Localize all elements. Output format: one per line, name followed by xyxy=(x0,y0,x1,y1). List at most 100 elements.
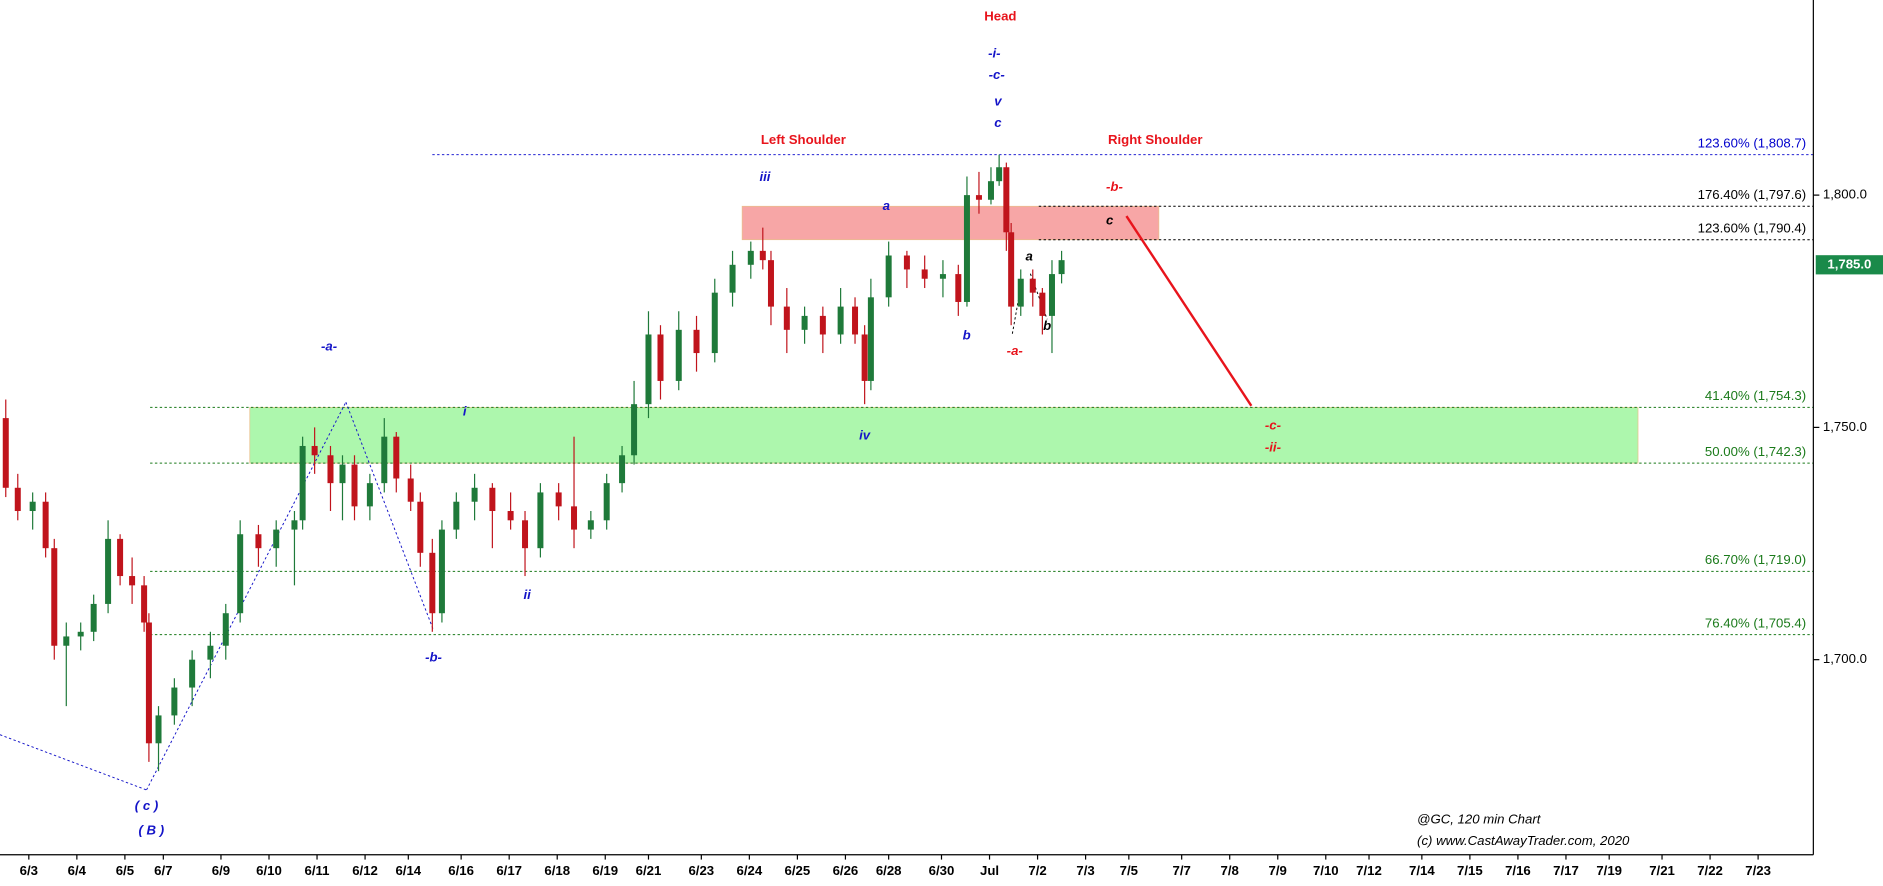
annotation: Right Shoulder xyxy=(1108,132,1203,147)
candle-body xyxy=(429,552,436,614)
level-label: 41.40% (1,754.3) xyxy=(1705,388,1806,403)
y-tick-label: 1,700.0 xyxy=(1823,651,1867,666)
candle-body xyxy=(1008,232,1015,307)
candle-body xyxy=(603,483,610,521)
annotation: -c- xyxy=(989,67,1006,82)
candle-body xyxy=(171,687,178,716)
candle-body xyxy=(861,334,868,381)
annotation: -a- xyxy=(1007,343,1024,358)
zone xyxy=(249,407,1639,464)
y-tick-label: 1,750.0 xyxy=(1823,419,1867,434)
candle-body xyxy=(555,492,562,507)
x-tick-label: 6/9 xyxy=(212,863,230,878)
candle-body xyxy=(141,585,148,623)
candle-body xyxy=(189,659,196,688)
footer-text: @GC, 120 min Chart xyxy=(1417,811,1542,826)
level-label: 66.70% (1,719.0) xyxy=(1705,552,1806,567)
candle-body xyxy=(619,455,626,484)
level-label: 76.40% (1,705.4) xyxy=(1705,615,1806,630)
x-tick-label: 6/12 xyxy=(352,863,378,878)
candle-body xyxy=(631,404,638,456)
candle-body xyxy=(237,534,244,614)
candle-body xyxy=(867,297,874,381)
candle-body xyxy=(351,464,358,507)
annotation: iii xyxy=(759,169,770,184)
annotation: -b- xyxy=(1106,179,1123,194)
x-tick-label: 7/19 xyxy=(1596,863,1622,878)
candle-body xyxy=(711,292,718,354)
candle-body xyxy=(693,329,700,354)
candle-body xyxy=(729,264,736,293)
candle-body xyxy=(767,260,774,307)
annotation: -b- xyxy=(425,649,442,664)
annotation: iv xyxy=(859,427,871,442)
candle-body xyxy=(645,334,652,405)
x-tick-label: 6/16 xyxy=(448,863,474,878)
candle-body xyxy=(393,436,400,479)
x-tick-label: 7/8 xyxy=(1221,863,1239,878)
x-tick-label: 6/18 xyxy=(544,863,570,878)
candle-body xyxy=(453,501,460,530)
annotation: b xyxy=(1043,318,1051,333)
x-tick-label: 6/17 xyxy=(496,863,522,878)
candle-body xyxy=(366,483,373,507)
last-price-box xyxy=(1815,255,1883,275)
candle-body xyxy=(438,529,445,614)
wave-line xyxy=(146,401,347,791)
x-tick-label: 7/7 xyxy=(1173,863,1191,878)
candle-body xyxy=(255,534,262,549)
candle-body xyxy=(987,181,994,200)
x-tick-label: 7/23 xyxy=(1745,863,1771,878)
candle-body xyxy=(939,274,946,279)
x-tick-label: 6/21 xyxy=(636,863,662,878)
x-tick-label: 6/26 xyxy=(833,863,859,878)
x-tick-label: 6/11 xyxy=(305,863,330,878)
annotation: -ii- xyxy=(1265,439,1282,454)
annotation: -c- xyxy=(1265,418,1282,433)
y-tick-label: 1,800.0 xyxy=(1823,187,1867,202)
annotation: v xyxy=(994,94,1002,109)
x-tick-label: 7/14 xyxy=(1409,863,1435,878)
zone xyxy=(741,205,1160,241)
candle-body xyxy=(291,520,298,530)
annotation: c xyxy=(1106,212,1114,227)
candle-body xyxy=(885,255,892,298)
x-tick-label: 6/24 xyxy=(737,863,763,878)
projection-line xyxy=(1125,215,1253,407)
candle-body xyxy=(63,636,70,646)
annotation: Left Shoulder xyxy=(761,132,846,147)
candle-body xyxy=(955,274,962,302)
candle-body xyxy=(819,315,826,335)
level-label: 123.60% (1,808.7) xyxy=(1698,135,1807,150)
x-tick-label: 7/3 xyxy=(1076,863,1094,878)
candle-body xyxy=(1039,292,1046,316)
candle-body xyxy=(51,548,58,646)
candle-body xyxy=(759,250,766,261)
candle-body xyxy=(129,576,136,586)
annotation: ( c ) xyxy=(135,798,158,813)
x-tick-label: 7/15 xyxy=(1457,863,1483,878)
candle-body xyxy=(471,487,478,502)
x-tick-label: 6/30 xyxy=(929,863,955,878)
candle-body xyxy=(207,645,214,660)
candle-body xyxy=(522,520,529,549)
candle-body xyxy=(1003,167,1010,233)
x-tick-label: 7/21 xyxy=(1649,863,1675,878)
candle-body xyxy=(155,715,162,744)
x-tick-label: 6/4 xyxy=(68,863,87,878)
x-tick-label: 7/2 xyxy=(1028,863,1046,878)
x-tick-label: 6/3 xyxy=(20,863,38,878)
annotation: ii xyxy=(524,587,532,602)
candle-body xyxy=(801,315,808,330)
x-tick-label: 6/14 xyxy=(395,863,421,878)
x-tick-label: 7/5 xyxy=(1120,863,1138,878)
x-tick-label: 7/12 xyxy=(1356,863,1382,878)
candle-body xyxy=(311,445,318,456)
annotation: -i- xyxy=(988,46,1001,61)
candle-body xyxy=(2,418,9,488)
candle-body xyxy=(273,529,280,549)
x-tick-label: 7/17 xyxy=(1553,863,1579,878)
